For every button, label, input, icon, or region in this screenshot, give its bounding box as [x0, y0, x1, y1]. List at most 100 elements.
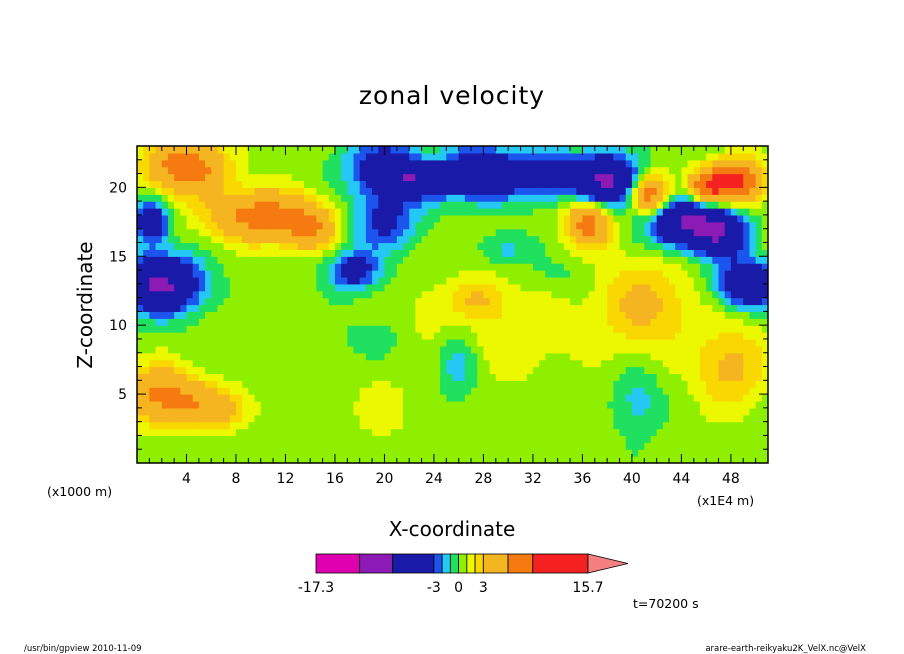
field-cell: [248, 159, 256, 168]
field-cell: [143, 338, 150, 347]
field-cell: [749, 249, 757, 257]
field-cell: [755, 366, 763, 375]
field-cell: [526, 152, 534, 161]
field-cell: [409, 304, 416, 312]
field-cell: [514, 414, 522, 423]
field-cell: [693, 201, 701, 209]
field-cell: [365, 345, 373, 354]
field-cell: [446, 304, 454, 312]
field-cell: [588, 428, 596, 437]
field-cell: [495, 380, 503, 388]
field-cell: [248, 311, 256, 319]
field-cell: [217, 380, 225, 388]
field-cell: [415, 173, 423, 182]
field-cell: [508, 270, 515, 278]
field-cell: [458, 235, 466, 244]
field-cell: [464, 435, 472, 443]
colorbar-segment: [315, 553, 361, 574]
field-cell: [297, 270, 305, 278]
field-cell: [143, 187, 150, 195]
field-cell: [223, 290, 231, 299]
field-cell: [353, 456, 361, 463]
field-cell: [761, 421, 768, 430]
field-cell: [254, 180, 262, 188]
field-cell: [427, 263, 435, 271]
field-cell: [304, 325, 311, 333]
field-cell: [693, 456, 701, 463]
field-cell: [761, 146, 768, 154]
field-cell: [712, 290, 720, 299]
field-cell: [359, 449, 367, 457]
field-cell: [291, 146, 299, 154]
field-cell: [644, 414, 652, 423]
field-cell: [291, 387, 299, 395]
field-cell: [650, 201, 658, 209]
field-cell: [582, 228, 590, 237]
field-cell: [334, 449, 342, 457]
field-cell: [687, 394, 695, 402]
field-cell: [495, 345, 503, 354]
field-cell: [464, 146, 472, 154]
field-cell: [662, 407, 670, 416]
field-cell: [464, 283, 472, 292]
field-cell: [229, 270, 237, 278]
colorbar-segment: [433, 553, 443, 574]
field-cell: [520, 221, 528, 230]
field-cell: [458, 221, 466, 230]
field-cell: [495, 201, 503, 209]
field-cell: [161, 270, 169, 278]
field-cell: [675, 173, 682, 182]
field-cell: [235, 449, 243, 457]
field-cell: [427, 242, 435, 250]
field-cell: [489, 359, 497, 368]
field-cell: [477, 228, 485, 237]
field-cell: [254, 421, 262, 430]
field-cell: [755, 242, 763, 250]
field-cell: [489, 428, 497, 437]
field-cell: [291, 352, 299, 361]
field-cell: [600, 442, 608, 450]
field-cell: [737, 228, 744, 237]
field-cell: [229, 352, 237, 361]
field-cell: [384, 146, 392, 154]
field-cell: [699, 276, 707, 285]
field-cell: [576, 194, 584, 202]
field-cell: [483, 332, 491, 340]
field-cell: [446, 366, 454, 375]
field-cell: [452, 325, 460, 333]
field-cell: [365, 180, 373, 188]
field-cell: [396, 270, 404, 278]
field-cell: [180, 345, 188, 354]
field-cell: [730, 387, 738, 395]
field-cell: [656, 166, 664, 175]
field-cell: [532, 276, 540, 285]
field-cell: [174, 256, 181, 264]
field-cell: [446, 311, 454, 319]
field-cell: [396, 435, 404, 443]
field-cell: [155, 449, 163, 457]
field-cell: [749, 201, 757, 209]
field-cell: [211, 242, 219, 250]
field-cell: [440, 152, 447, 161]
field-cell: [613, 387, 621, 395]
field-cell: [433, 394, 441, 402]
field-cell: [452, 146, 460, 154]
field-cell: [489, 442, 497, 450]
field-cell: [594, 318, 602, 326]
field-cell: [217, 201, 225, 209]
field-cell: [291, 235, 299, 244]
field-cell: [452, 152, 460, 161]
field-cell: [359, 345, 367, 354]
field-cell: [372, 159, 379, 168]
field-cell: [433, 387, 441, 395]
field-cell: [699, 180, 707, 188]
field-cell: [539, 263, 546, 271]
field-cell: [600, 228, 608, 237]
field-cell: [205, 256, 212, 264]
field-cell: [514, 159, 522, 168]
field-cell: [235, 214, 243, 223]
field-cell: [260, 221, 268, 230]
field-cell: [229, 332, 237, 340]
field-cell: [520, 428, 528, 437]
field-cell: [687, 318, 695, 326]
